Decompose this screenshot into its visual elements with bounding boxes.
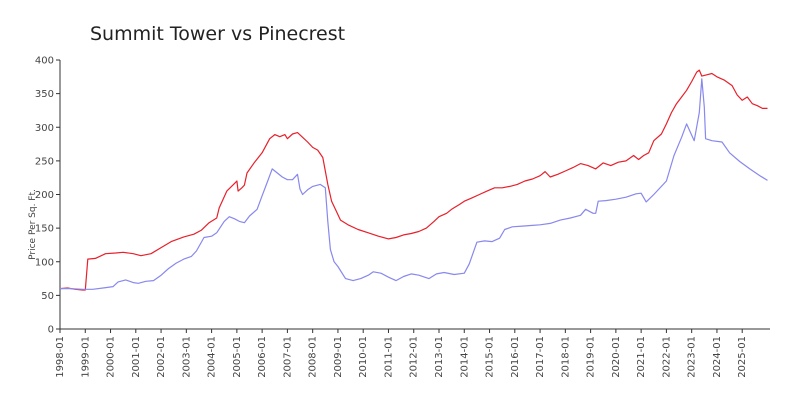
x-tick-label: 2018-01 <box>560 336 571 378</box>
series-line-summit-tower <box>59 69 768 291</box>
x-tick-label: 2019-01 <box>586 336 597 378</box>
y-tick-label: 0 <box>48 325 54 336</box>
y-axis-label: Price Per Sq. Ft. <box>28 189 38 260</box>
y-tick-label: 200 <box>35 190 54 201</box>
y-tick-label: 100 <box>35 257 54 268</box>
x-tick-label: 2017-01 <box>535 336 546 378</box>
x-tick-label: 2015-01 <box>485 336 496 378</box>
x-tick-label: 2003-01 <box>181 336 192 378</box>
y-tick-label: 250 <box>35 156 54 167</box>
x-tick-label: 2011-01 <box>383 336 394 378</box>
x-tick-label: 2007-01 <box>282 336 293 378</box>
x-tick-label: 2024-01 <box>712 336 723 378</box>
x-tick-label: 1998-01 <box>55 336 66 378</box>
x-tick-label: 2021-01 <box>636 336 647 378</box>
x-tick-label: 2004-01 <box>207 336 218 378</box>
x-tick-label: 2013-01 <box>434 336 445 378</box>
x-tick-label: 2005-01 <box>232 336 243 378</box>
x-tick-label: 2022-01 <box>661 336 672 378</box>
x-tick-label: 2012-01 <box>409 336 420 378</box>
y-tick-label: 400 <box>35 56 54 67</box>
axes: 0 50 100 150 200 250 300 350 400 1998-01 1999-01 20… <box>35 56 770 378</box>
x-tick-label: 2006-01 <box>257 336 268 378</box>
x-tick-label: 2023-01 <box>687 336 698 378</box>
x-tick-label: 2009-01 <box>333 336 344 378</box>
series-layer <box>59 69 768 291</box>
x-tick-label: 2000-01 <box>106 336 117 378</box>
y-tick-label: 350 <box>35 89 54 100</box>
y-tick-label: 150 <box>35 224 54 235</box>
x-tick-label: 2010-01 <box>358 336 369 378</box>
series-line-pinecrest <box>60 78 768 290</box>
x-tick-label: 2020-01 <box>611 336 622 378</box>
x-tick-label: 2008-01 <box>308 336 319 378</box>
x-tick-label: 2016-01 <box>510 336 521 378</box>
x-tick-label: 2025-01 <box>737 336 748 378</box>
x-tick-label: 2014-01 <box>459 336 470 378</box>
y-tick-label: 50 <box>41 291 54 302</box>
y-tick-label: 300 <box>35 123 54 134</box>
x-tick-label: 2001-01 <box>131 336 142 378</box>
x-tick-label: 1999-01 <box>80 336 91 378</box>
x-tick-label: 2002-01 <box>156 336 167 378</box>
chart-title: Summit Tower vs Pinecrest <box>90 23 345 45</box>
